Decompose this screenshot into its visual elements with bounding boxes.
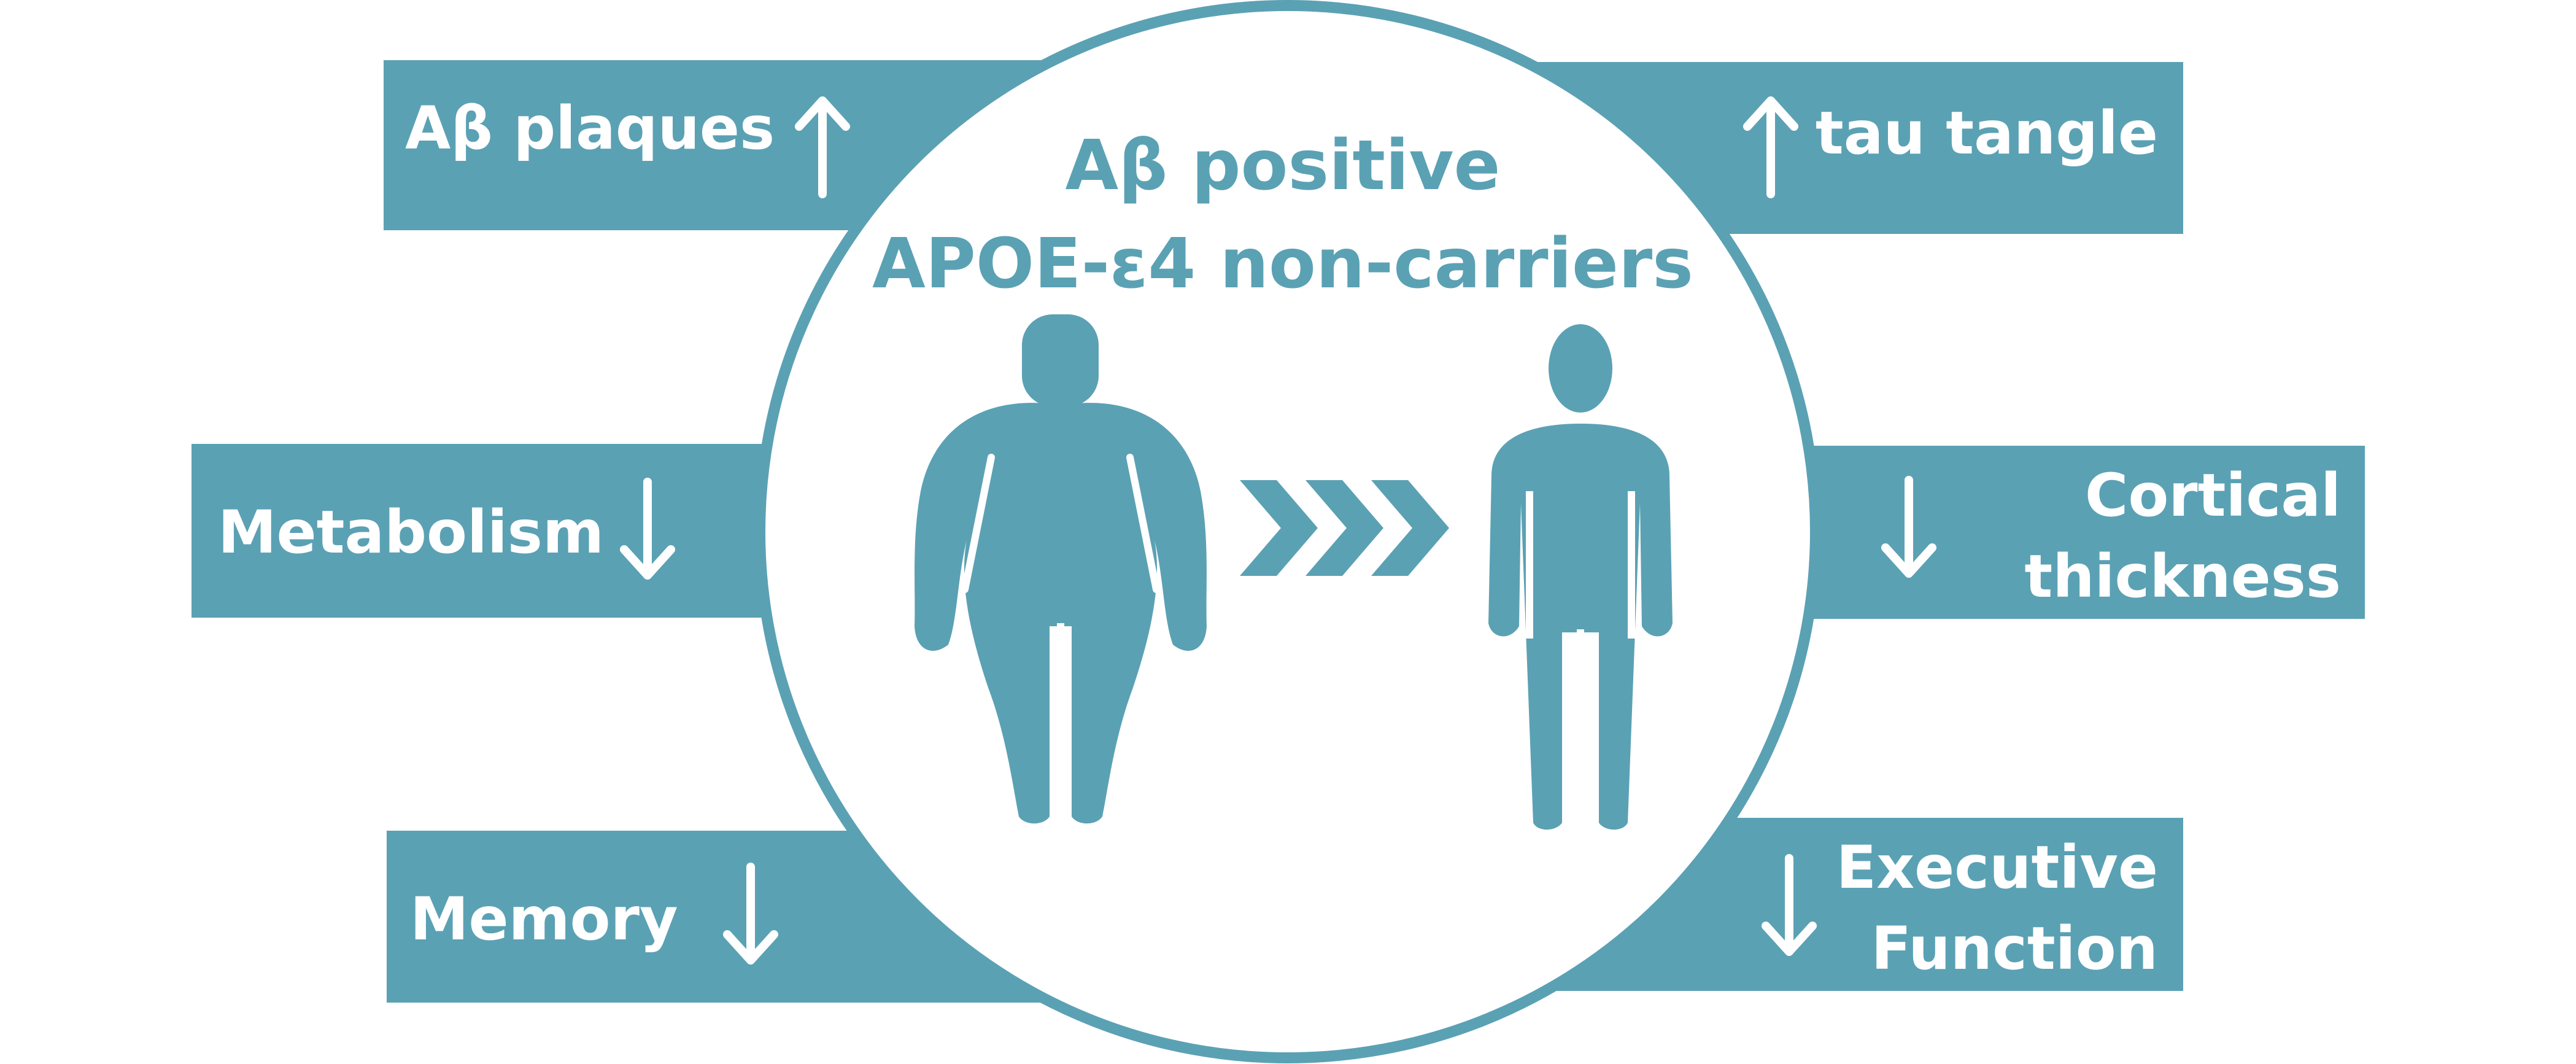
box-cortical-thickness-line2: thickness — [2024, 542, 2341, 611]
title-line-2: APOE-ε4 non-carriers — [872, 224, 1693, 304]
box-executive-function-line2: Function — [1871, 914, 2158, 983]
box-memory-label: Memory — [410, 885, 678, 953]
title-line-1: Aβ positive — [1066, 126, 1501, 206]
box-metabolism-label: Metabolism — [218, 498, 604, 567]
box-tau-tangle-label: tau tangle — [1816, 99, 2158, 168]
obese-person-icon — [915, 314, 1207, 824]
box-executive-function-line1: Executive — [1836, 833, 2158, 902]
triple-chevron-right-icon — [1240, 480, 1449, 576]
box-ab-plaques-label: Aβ plaques — [405, 94, 775, 163]
box-cortical-thickness-line1: Cortical — [2085, 461, 2341, 530]
lean-person-icon — [1488, 324, 1673, 830]
